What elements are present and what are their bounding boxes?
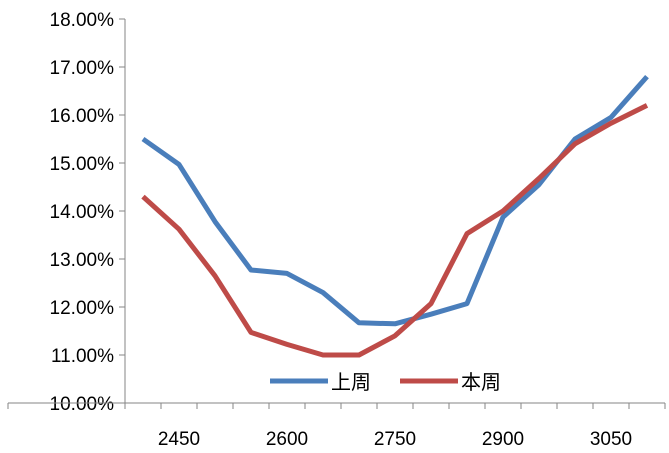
x-tick-label: 2600	[266, 429, 308, 450]
series-layer	[141, 74, 649, 358]
x-tick-label: 2900	[482, 429, 524, 450]
y-tick-label: 14.00%	[50, 202, 115, 223]
series-line-2	[141, 103, 649, 358]
y-axis: 10.00% 11.00% 12.00% 13.00% 14.00% 15.00% 16.0…	[50, 10, 126, 415]
legend-label-2: 本周	[461, 370, 501, 394]
x-tick-label: 2750	[374, 429, 416, 450]
series-line-1	[141, 74, 649, 327]
legend-label-1: 上周	[331, 370, 371, 394]
y-tick-label: 15.00%	[50, 154, 115, 175]
y-tick-label: 16.00%	[50, 106, 115, 127]
legend: 上周 本周	[270, 370, 501, 394]
x-tick-label: 3050	[590, 429, 632, 450]
x-tick-label: 2450	[158, 429, 200, 450]
y-tick-label: 13.00%	[50, 250, 115, 271]
y-tick-label: 17.00%	[50, 58, 115, 79]
x-axis: 2450 2600 2750 2900 3050	[7, 402, 666, 450]
y-tick-label: 10.00%	[50, 394, 115, 415]
y-tick-label: 18.00%	[50, 10, 115, 31]
y-tick-label: 11.00%	[51, 346, 114, 367]
y-tick-label: 12.00%	[50, 298, 115, 319]
